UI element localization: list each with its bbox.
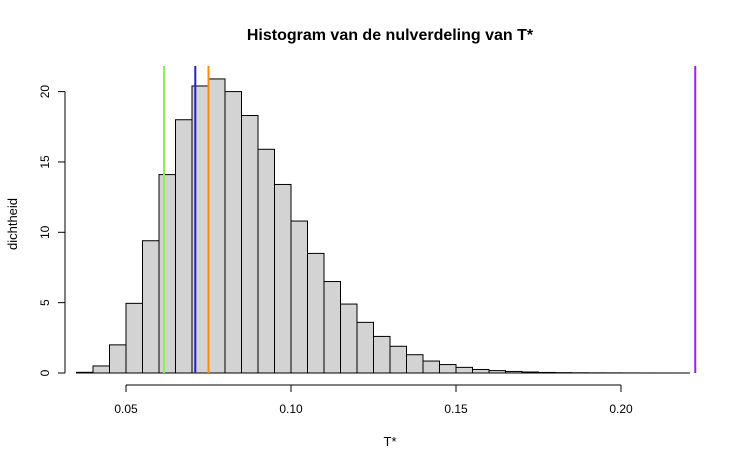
histogram-bar xyxy=(126,303,143,373)
histogram-bar xyxy=(374,336,391,373)
histogram-bar xyxy=(324,282,341,373)
histogram-bar xyxy=(390,346,407,373)
x-axis: 0.05 0.10 0.15 0.20 xyxy=(114,385,633,416)
histogram-bar xyxy=(93,366,110,373)
y-tick-label: 0 xyxy=(38,369,52,376)
x-tick-label: 0.05 xyxy=(114,402,138,416)
x-tick-label: 0.15 xyxy=(444,402,468,416)
histogram-bar xyxy=(143,241,160,373)
chart-title: Histogram van de nulverdeling van T* xyxy=(247,27,534,44)
x-tick-label: 0.10 xyxy=(279,402,303,416)
x-axis-label: T* xyxy=(384,434,397,449)
histogram-bar xyxy=(291,221,308,373)
y-tick-label: 5 xyxy=(38,299,52,306)
x-tick-label: 0.20 xyxy=(609,402,633,416)
histogram-bar xyxy=(456,367,473,373)
histogram-bar xyxy=(357,322,374,373)
histogram-bar xyxy=(176,120,193,373)
histogram-bar xyxy=(159,175,176,373)
y-tick-label: 15 xyxy=(38,155,52,169)
histogram-bar xyxy=(209,79,226,373)
histogram-bar xyxy=(258,149,275,373)
histogram-bar xyxy=(110,345,127,373)
histogram-bar xyxy=(440,365,457,373)
histogram-bar xyxy=(308,253,325,373)
y-tick-label: 10 xyxy=(38,225,52,239)
y-axis-label: dichtheid xyxy=(5,198,20,250)
histogram-bar xyxy=(473,369,490,373)
bars-layer xyxy=(77,79,691,373)
histogram-bar xyxy=(423,361,440,373)
histogram-bar xyxy=(242,116,259,373)
y-tick-label: 20 xyxy=(38,85,52,99)
histogram-bar xyxy=(407,355,424,373)
histogram-bar xyxy=(275,184,292,373)
histogram-bar xyxy=(341,304,358,373)
y-axis: 0 5 10 15 20 xyxy=(38,85,65,377)
histogram-bar xyxy=(225,92,242,373)
